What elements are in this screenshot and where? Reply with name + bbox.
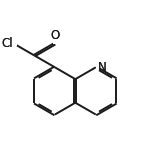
- Text: O: O: [50, 29, 60, 42]
- Text: O: O: [50, 29, 60, 42]
- Bar: [96, 65, 100, 69]
- Text: N: N: [98, 61, 107, 74]
- Bar: [53, 40, 57, 45]
- Bar: [9, 42, 17, 46]
- Text: Cl: Cl: [1, 37, 12, 50]
- Text: N: N: [98, 61, 107, 74]
- Text: Cl: Cl: [1, 37, 12, 50]
